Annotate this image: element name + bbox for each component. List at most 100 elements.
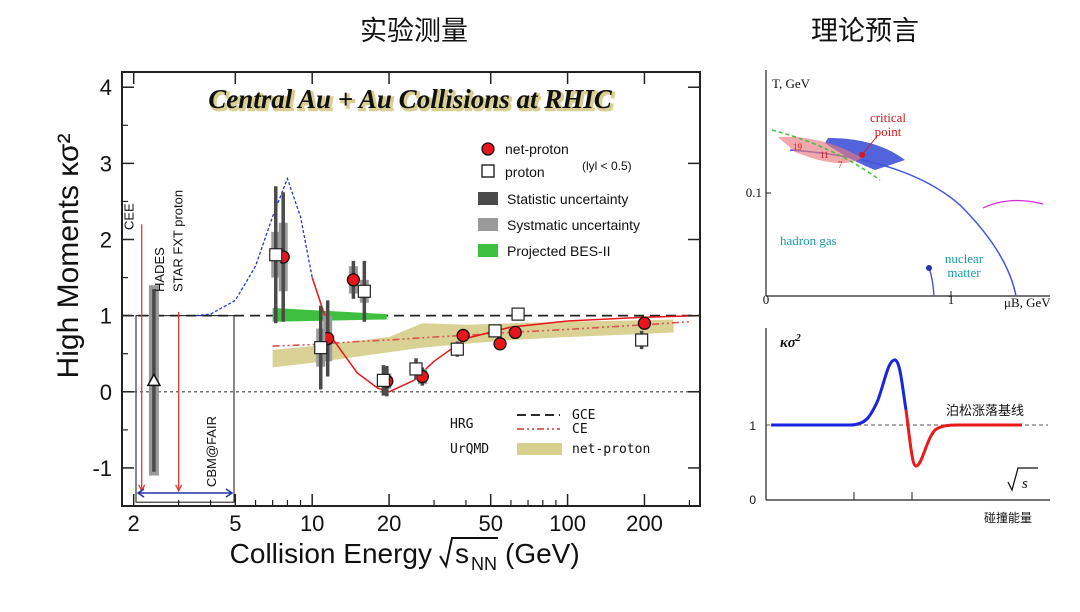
y-tick-label-3: 2 bbox=[100, 228, 112, 253]
proton-point-3 bbox=[376, 373, 390, 387]
ce-line bbox=[272, 320, 690, 347]
x-axis-label: Collision Energy s NN (GeV) bbox=[230, 537, 580, 574]
legend-net-proton-label: net-proton bbox=[505, 141, 569, 157]
x-axis-label-sub: NN bbox=[471, 554, 497, 574]
phase-boundary-line bbox=[789, 149, 1017, 297]
legend-sys-swatch bbox=[478, 218, 498, 231]
y-tick-label-2: 1 bbox=[100, 304, 112, 329]
legend-proton-label: proton bbox=[505, 164, 545, 180]
net-proton-point-8 bbox=[637, 316, 652, 330]
kappa-rise-curve bbox=[771, 358, 908, 427]
hades-point-0 bbox=[146, 372, 162, 387]
net-proton-point-5 bbox=[456, 328, 470, 343]
sketch-y-label-exp: 2 bbox=[795, 333, 801, 344]
cbm-range-arrow-right bbox=[225, 488, 234, 498]
x-axis-label-unit: (GeV) bbox=[505, 538, 580, 569]
nuclear-label: nuclear bbox=[945, 251, 984, 266]
sketch-ytick-1: 1 bbox=[749, 419, 756, 433]
critical-label: critical bbox=[870, 110, 906, 125]
sqrt-sign bbox=[439, 537, 498, 569]
nuclear-matter-line bbox=[928, 267, 935, 297]
y-axis-label: High Moments κσ² bbox=[52, 134, 85, 379]
sketch-x-var: s bbox=[1022, 476, 1028, 492]
phase-x-label: μB, GeV bbox=[1004, 295, 1051, 310]
projected-bes-band bbox=[272, 308, 387, 322]
model-legend-ce: CE bbox=[572, 422, 588, 437]
kappa-dip-curve bbox=[904, 409, 1022, 468]
proton-point-1 bbox=[314, 341, 328, 355]
y-tick-label-5: 4 bbox=[100, 75, 112, 100]
poisson-baseline-label: 泊松涨落基线 bbox=[946, 404, 1024, 419]
facility-label-1: HADES bbox=[152, 247, 167, 292]
x-tick-label-6: 200 bbox=[626, 511, 663, 536]
main-plot-title: Central Au + Au Collisions at RHIC bbox=[210, 86, 615, 116]
y-tick-label-0: -1 bbox=[92, 456, 112, 481]
legend-stat-label: Statistic uncertainty bbox=[507, 191, 628, 207]
y-tick-label-4: 3 bbox=[100, 151, 112, 176]
nuclear-matter-point bbox=[926, 265, 932, 271]
phase-diagram: T, GeV μB, GeV 0.1 0 1 critical point ha… bbox=[746, 70, 1051, 310]
phase-ytick-0.1: 0.1 bbox=[746, 185, 762, 200]
legend-sys-label: Systmatic uncertainty bbox=[507, 217, 640, 233]
x-tick-label-3: 20 bbox=[377, 511, 401, 536]
phase-xtick-1: 1 bbox=[948, 292, 955, 307]
main-plot-title-text: Central Au + Au Collisions at RHIC bbox=[208, 84, 613, 114]
x-tick-label-1: 5 bbox=[229, 511, 241, 536]
phase-y-label: T, GeV bbox=[772, 76, 811, 91]
critical-region bbox=[778, 136, 862, 164]
legend-proton-marker bbox=[481, 164, 495, 178]
matter-label: matter bbox=[947, 265, 981, 280]
phase-xtick-0: 0 bbox=[763, 292, 770, 307]
net-proton-point-7 bbox=[508, 325, 522, 340]
x-tick-label-5: 100 bbox=[549, 511, 586, 536]
legend-stat-swatch bbox=[478, 192, 498, 205]
heading-experiment: 实验测量 bbox=[360, 16, 468, 47]
model-legend-gce: GCE bbox=[572, 408, 595, 423]
proton-point-2 bbox=[357, 284, 371, 298]
urqmd-band bbox=[272, 319, 674, 368]
facility-label-2: STAR FXT proton bbox=[171, 190, 186, 292]
legend-projected-swatch bbox=[478, 244, 498, 257]
x-tick-label-2: 10 bbox=[300, 511, 324, 536]
legend-net-proton-marker bbox=[481, 142, 495, 156]
legend-proton-cut: (lyl < 0.5) bbox=[582, 159, 632, 173]
x-tick-label-4: 50 bbox=[478, 511, 502, 536]
proton-point-5 bbox=[450, 342, 464, 356]
energy-point-11: 11 bbox=[820, 150, 829, 160]
main-plot-layers: CEE HADES STAR FXT proton CBM@FAIR -1 0 1 2 3 4 2 5… bbox=[92, 72, 701, 536]
low-energy-region-box bbox=[135, 315, 235, 503]
net-proton-point-6 bbox=[493, 337, 507, 351]
main-plot: CEE HADES STAR FXT proton CBM@FAIR -1 0 1 2 3 4 2 5… bbox=[52, 71, 701, 574]
proton-point-8 bbox=[635, 333, 649, 347]
phase-boundary-band bbox=[825, 138, 905, 170]
facility-arrowhead-2 bbox=[175, 484, 183, 493]
model-legend-hrg: HRG bbox=[450, 417, 474, 432]
main-plot-frame bbox=[121, 71, 701, 507]
sketch-y-label: κσ2 bbox=[780, 333, 801, 351]
model-legend-urqmd-series: net-proton bbox=[572, 442, 650, 457]
legend-projected-label: Projected BES-II bbox=[507, 243, 611, 259]
freeze-out-curve bbox=[771, 129, 881, 181]
facility-label-0: CEE bbox=[122, 203, 137, 230]
proton-point-0 bbox=[269, 248, 283, 262]
proton-point-4 bbox=[409, 362, 423, 376]
net-proton-point-2 bbox=[346, 273, 361, 287]
model-legend-urqmd-swatch bbox=[517, 443, 562, 455]
proton-point-6 bbox=[488, 324, 502, 338]
energy-point-19: 19 bbox=[793, 142, 803, 152]
x-tick-label-0: 2 bbox=[128, 511, 140, 536]
theory-curve-rise bbox=[195, 176, 313, 317]
cbm-range-arrow-left bbox=[136, 488, 145, 498]
facility-label-3: CBM@FAIR bbox=[204, 416, 219, 487]
proton-point-7 bbox=[511, 307, 525, 321]
x-axis-label-var: s bbox=[455, 538, 469, 569]
sketch-sqrt-sign bbox=[1007, 467, 1038, 492]
sketch-ytick-0: 0 bbox=[749, 493, 756, 507]
magenta-line bbox=[982, 199, 1044, 209]
x-axis-label-text: Collision Energy bbox=[230, 538, 432, 569]
heading-theory: 理论预言 bbox=[811, 16, 919, 47]
sketch-y-label-base: κσ bbox=[780, 335, 797, 351]
kappa-sketch: κσ2 1 0 泊松涨落基线 s 碰撞能量 bbox=[749, 328, 1050, 525]
critical-point-pointer bbox=[861, 134, 879, 156]
